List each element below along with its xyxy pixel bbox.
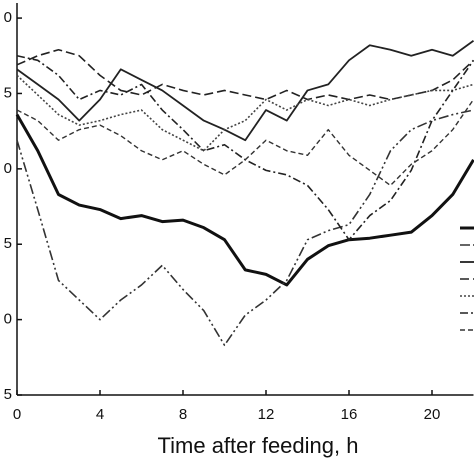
series-line	[16, 48, 474, 101]
y-tick-label: 5	[4, 235, 12, 252]
series-line	[16, 109, 474, 347]
series-line	[16, 54, 474, 241]
y-tick-label: 0	[4, 311, 12, 328]
x-tick-label: 12	[258, 406, 275, 423]
x-tick-label: 20	[424, 406, 441, 423]
series-line	[15, 113, 474, 287]
y-tick-label: 5	[4, 84, 12, 101]
x-tick-label: 4	[96, 406, 104, 423]
x-tick-label: 8	[179, 406, 187, 423]
x-axis-title: Time after feeding, h	[158, 433, 359, 458]
y-tick-label: 0	[4, 9, 12, 26]
series-line	[16, 39, 474, 142]
y-tick-label: 0	[4, 160, 12, 177]
x-tick-label: 16	[341, 406, 358, 423]
series-line	[16, 74, 474, 152]
y-tick-label: 5	[4, 386, 12, 403]
series-line	[16, 99, 474, 187]
x-tick-label: 0	[13, 406, 21, 423]
